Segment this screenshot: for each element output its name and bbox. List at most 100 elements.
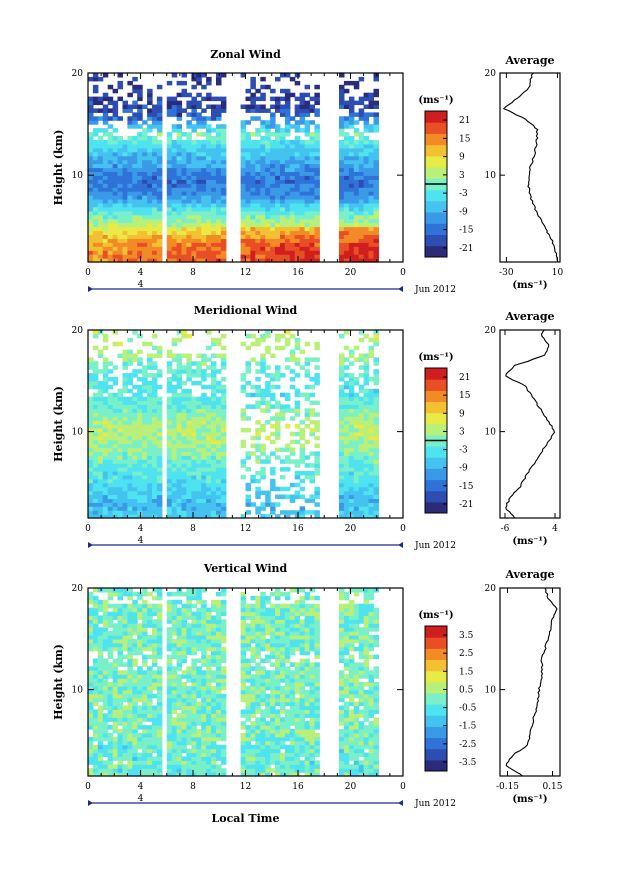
heatmap-cell	[142, 377, 148, 382]
heatmap-cell	[275, 435, 281, 441]
heatmap-cell	[152, 183, 158, 188]
heatmap-cell	[240, 175, 247, 180]
heatmap-cell	[201, 658, 207, 663]
heatmap-cell	[260, 357, 266, 362]
heatmap-cell	[107, 400, 114, 405]
heatmap-cell	[171, 238, 178, 243]
heatmap-cell	[97, 427, 104, 433]
heatmap-cell	[92, 764, 99, 769]
heatmap-cell	[299, 246, 306, 251]
heatmap-cell	[191, 736, 197, 742]
heatmap-cell	[181, 369, 187, 374]
heatmap-cell	[191, 139, 197, 145]
heatmap-cell	[97, 635, 104, 640]
heatmap-cell	[216, 155, 222, 161]
heatmap-cell	[166, 455, 173, 460]
heatmap-cell	[107, 713, 114, 718]
heatmap-cell	[92, 736, 99, 742]
heatmap-cell	[122, 756, 128, 761]
heatmap-cell	[112, 467, 119, 472]
heatmap-cell	[156, 427, 163, 433]
heatmap-cell	[176, 435, 183, 441]
heatmap-cell	[152, 175, 158, 180]
heatmap-cell	[107, 254, 114, 259]
heatmap-cell	[176, 514, 183, 519]
heatmap-cell	[343, 467, 350, 472]
heatmap-cell	[358, 222, 365, 228]
heatmap-cell	[186, 408, 192, 413]
heatmap-cell	[112, 116, 119, 121]
heatmap-cell	[358, 330, 365, 335]
heatmap-cell	[152, 384, 158, 390]
heatmap-cell	[97, 214, 104, 220]
y-tick-label: 10	[72, 171, 84, 181]
heatmap-cell	[348, 234, 355, 239]
heatmap-cell	[112, 427, 119, 433]
heatmap-cell	[373, 388, 379, 394]
heatmap-cell	[211, 230, 217, 235]
heatmap-cell	[343, 175, 350, 180]
heatmap-cell	[309, 183, 315, 188]
heatmap-cell	[220, 443, 227, 449]
heatmap-cell	[166, 218, 173, 224]
heatmap-cell	[127, 171, 133, 176]
heatmap-cell	[373, 159, 379, 165]
heatmap-cell	[117, 136, 123, 141]
heatmap-cell	[147, 494, 153, 499]
heatmap-cell	[245, 108, 251, 113]
heatmap-cell	[107, 670, 114, 675]
heatmap-cell	[107, 175, 114, 180]
heatmap-cell	[127, 760, 133, 765]
heatmap-cell	[339, 333, 345, 339]
heatmap-cell	[260, 258, 266, 263]
heatmap-cell	[299, 222, 306, 228]
heatmap-cell	[152, 682, 158, 687]
heatmap-cell	[368, 349, 374, 355]
heatmap-cell	[88, 218, 94, 224]
heatmap-cell	[171, 654, 178, 660]
heatmap-cell	[122, 416, 128, 421]
heatmap-cell	[127, 447, 133, 452]
heatmap-cell	[92, 155, 99, 161]
heatmap-cell	[191, 619, 197, 624]
heatmap-cell	[368, 474, 374, 480]
heatmap-cell	[294, 195, 301, 200]
heatmap-cell	[142, 486, 148, 492]
heatmap-cell	[117, 400, 123, 405]
heatmap-cell	[373, 112, 379, 117]
heatmap-cell	[92, 210, 99, 216]
heatmap-cell	[97, 116, 104, 121]
heatmap-cell	[299, 494, 306, 499]
heatmap-cell	[127, 187, 133, 192]
heatmap-cell	[166, 674, 173, 679]
heatmap-cell	[270, 234, 276, 239]
heatmap-cell	[171, 404, 178, 409]
heatmap-cell	[176, 136, 183, 141]
heatmap-cell	[142, 729, 148, 734]
colorbar-tick-label: -3	[459, 189, 468, 199]
heatmap-cell	[275, 373, 281, 378]
heatmap-cell	[245, 120, 251, 125]
heatmap-cell	[373, 242, 379, 247]
heatmap-cell	[142, 396, 148, 402]
heatmap-cell	[186, 756, 192, 761]
heatmap-cell	[142, 455, 148, 460]
heatmap-cell	[206, 705, 212, 710]
heatmap-cell	[92, 678, 99, 683]
heatmap-cell	[314, 163, 320, 169]
heatmap-cell	[304, 392, 311, 398]
heatmap-cell	[88, 506, 94, 511]
heatmap-cell	[216, 112, 222, 117]
heatmap-cell	[206, 128, 212, 133]
heatmap-cell	[127, 124, 133, 129]
day-bar-end-marker	[398, 286, 403, 292]
heatmap-cell	[176, 615, 183, 620]
heatmap-cell	[220, 392, 227, 398]
heatmap-cell	[358, 408, 365, 413]
heatmap-cell	[270, 143, 276, 149]
heatmap-cell	[132, 195, 138, 200]
average-x-tick-label: -6	[501, 524, 510, 534]
y-tick-label: 20	[72, 326, 84, 336]
heatmap-cell	[132, 463, 138, 468]
heatmap-cell	[186, 250, 192, 255]
